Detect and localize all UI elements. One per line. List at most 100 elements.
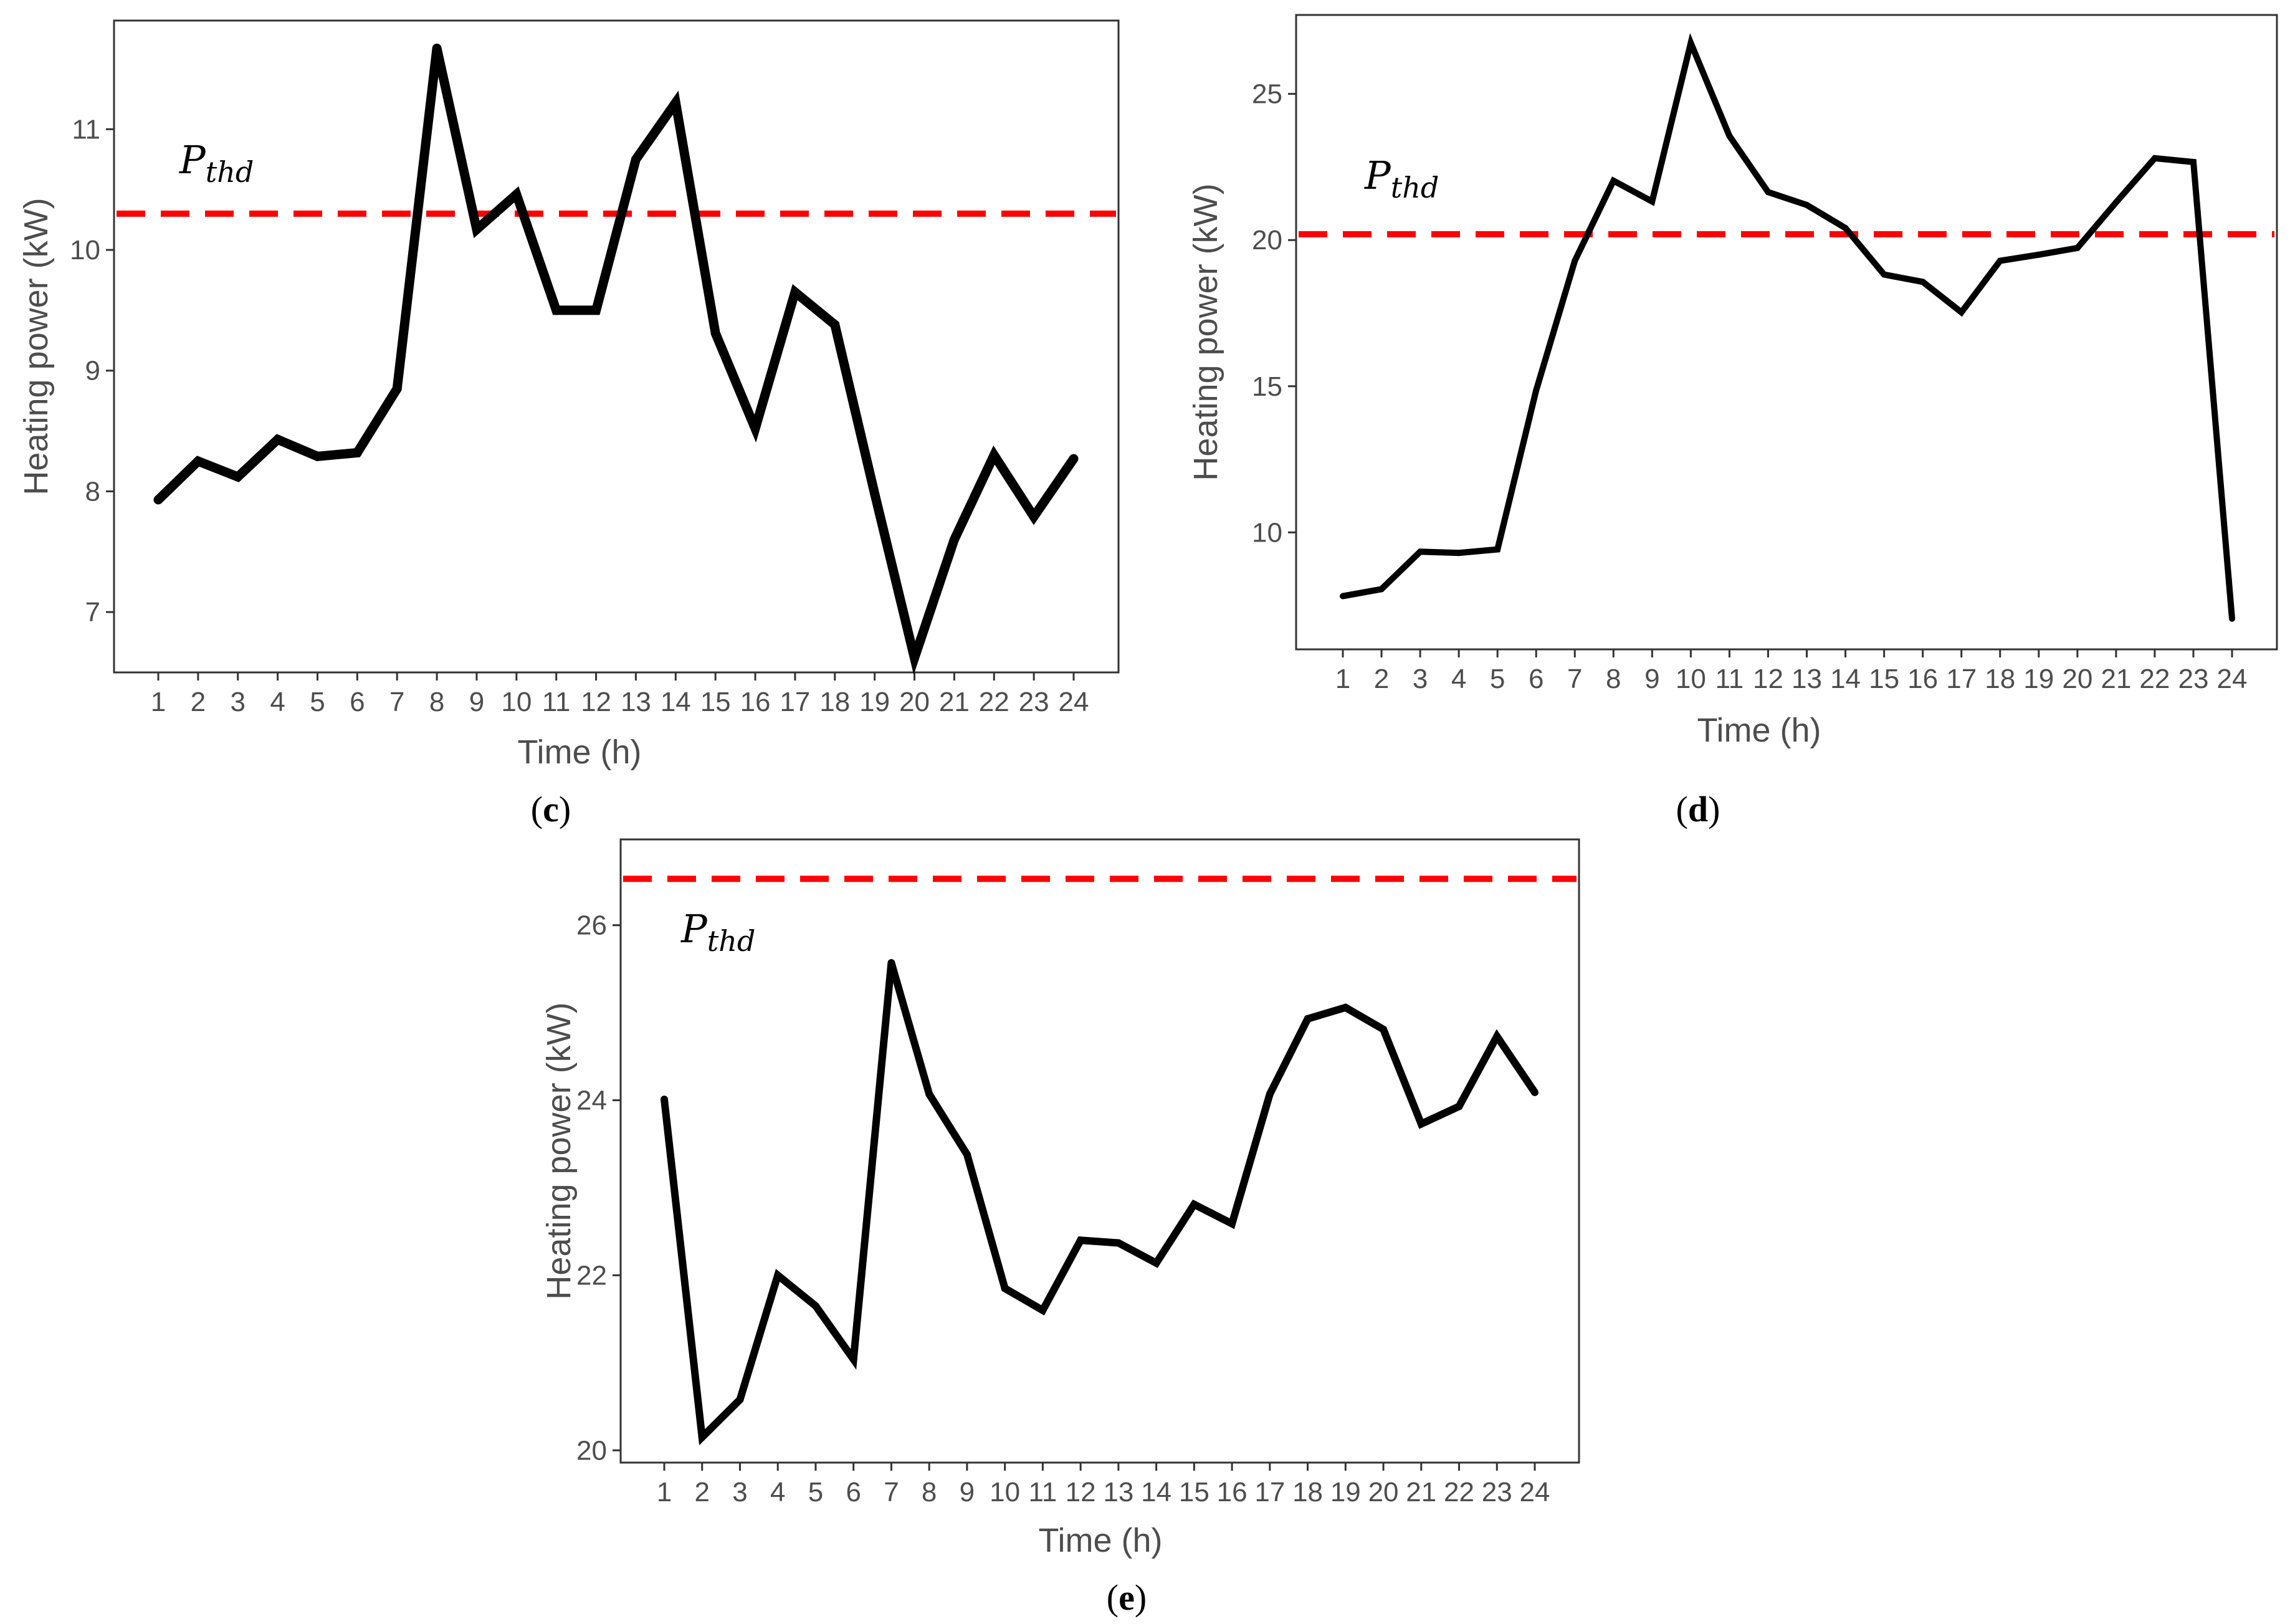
data-point	[153, 495, 163, 505]
threshold-label: Pthd	[1364, 153, 1439, 204]
x-tick-label: 4	[1451, 664, 1466, 694]
data-point	[1417, 1120, 1425, 1128]
x-tick-label: 12	[581, 687, 611, 717]
panel-label-letter: c	[543, 789, 559, 829]
x-tick-label: 2	[694, 1477, 709, 1507]
x-tick-label: 22	[2139, 664, 2170, 694]
x-tick-label: 10	[501, 687, 532, 717]
x-tick-label: 23	[2178, 664, 2208, 694]
x-tick-label: 11	[1029, 1477, 1057, 1507]
x-tick-label: 13	[1791, 664, 1822, 694]
x-tick-label: 10	[1676, 664, 1706, 694]
x-tick-label: 19	[2023, 664, 2054, 694]
data-point	[989, 450, 999, 460]
x-axis-title: Time (h)	[1697, 712, 1821, 749]
x-tick-label: 15	[1869, 664, 1899, 694]
data-point	[551, 305, 561, 315]
data-point	[2190, 158, 2197, 165]
data-point	[352, 447, 362, 457]
x-tick-label: 20	[2062, 664, 2092, 694]
panel-label: (e)	[1107, 1577, 1147, 1618]
data-point	[1077, 1236, 1085, 1244]
x-tick-label: 16	[1907, 664, 1938, 694]
data-point	[949, 535, 959, 545]
x-tick-label: 13	[1103, 1477, 1133, 1507]
x-tick-label: 6	[350, 687, 365, 717]
panel-label-paren-close: )	[1135, 1577, 1147, 1618]
y-tick-label: 11	[72, 114, 100, 145]
data-point	[1029, 512, 1039, 522]
data-point	[193, 456, 203, 466]
panel-label: (d)	[1676, 789, 1720, 829]
x-tick-label: 8	[429, 687, 444, 717]
data-point	[1456, 550, 1462, 556]
panel-label-letter: e	[1119, 1577, 1135, 1618]
x-tick-label: 14	[661, 687, 691, 717]
threshold-label: Pthd	[179, 137, 254, 189]
panel-label-letter: d	[1688, 789, 1708, 829]
data-point	[1881, 271, 1887, 278]
data-point	[661, 1096, 668, 1104]
y-tick-label: 24	[576, 1086, 607, 1116]
x-tick-label: 1	[657, 1477, 672, 1507]
y-tick-label: 15	[1252, 371, 1282, 402]
y-tick-label: 10	[70, 235, 100, 265]
data-point	[698, 1433, 706, 1441]
x-tick-label: 7	[1567, 664, 1582, 694]
x-tick-label: 9	[1644, 664, 1659, 694]
data-point	[1765, 189, 1772, 196]
y-tick-label: 26	[576, 910, 607, 941]
data-point	[1069, 454, 1079, 464]
data-point	[2151, 155, 2158, 161]
data-point	[591, 305, 601, 315]
data-point	[925, 1090, 933, 1098]
series-line	[155, 47, 1078, 675]
data-point	[750, 424, 760, 434]
data-point	[1494, 546, 1501, 553]
x-tick-label: 18	[1985, 664, 2015, 694]
y-tick-label: 20	[576, 1435, 607, 1466]
x-tick-label: 2	[191, 687, 206, 717]
x-tick-label: 17	[1254, 1477, 1285, 1507]
y-tick-label: 10	[1252, 517, 1282, 548]
threshold-label-subscript: thd	[206, 155, 254, 189]
x-tick-label: 16	[1217, 1477, 1248, 1507]
x-tick-label: 19	[859, 687, 890, 717]
threshold-label-main: P	[179, 137, 206, 183]
x-tick-label: 4	[270, 687, 285, 717]
x-tick-label: 15	[1179, 1477, 1209, 1507]
y-axis-title: Heating power (kW)	[1187, 183, 1224, 480]
plot-frame	[113, 19, 1120, 674]
data-point	[1726, 133, 1733, 140]
plot-frame	[619, 838, 1580, 1464]
panel-label-paren-open: (	[1676, 789, 1688, 829]
data-point	[870, 489, 880, 499]
data-point	[2229, 615, 2235, 622]
x-tick-label: 14	[1141, 1477, 1171, 1507]
panel-label-paren-close: )	[559, 789, 571, 829]
data-point	[1531, 1088, 1539, 1096]
x-tick-label: 21	[2101, 664, 2131, 694]
data-point	[710, 328, 720, 338]
x-tick-label: 21	[1406, 1477, 1436, 1507]
x-tick-label: 16	[740, 687, 771, 717]
data-point	[1572, 257, 1578, 264]
series-line	[661, 962, 1538, 1446]
data-point	[1803, 201, 1810, 208]
data-point	[1610, 177, 1617, 184]
data-point	[1114, 1239, 1122, 1247]
x-tick-label: 24	[1059, 687, 1089, 717]
x-tick-label: 17	[1946, 664, 1977, 694]
data-point	[1039, 1306, 1047, 1314]
x-tick-label: 7	[389, 687, 404, 717]
data-point	[1687, 40, 1694, 47]
data-point	[811, 1302, 819, 1310]
data-point	[1340, 593, 1346, 599]
data-point	[1455, 1102, 1463, 1111]
data-point	[273, 434, 283, 444]
x-axis-title: Time (h)	[1039, 1522, 1163, 1559]
y-tick-label: 22	[576, 1260, 607, 1291]
x-tick-label: 18	[1292, 1477, 1323, 1507]
x-tick-label: 2	[1374, 664, 1389, 694]
